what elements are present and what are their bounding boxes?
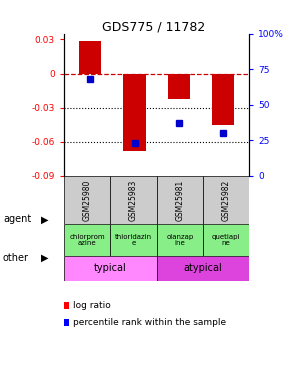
Text: other: other	[3, 253, 29, 262]
Text: log ratio: log ratio	[73, 301, 111, 310]
Text: GSM25980: GSM25980	[82, 180, 92, 221]
FancyBboxPatch shape	[64, 176, 110, 224]
FancyBboxPatch shape	[64, 224, 110, 256]
FancyBboxPatch shape	[64, 256, 157, 281]
Text: agent: agent	[3, 214, 31, 224]
Text: GSM25981: GSM25981	[175, 180, 184, 221]
Text: quetiapi
ne: quetiapi ne	[212, 234, 240, 246]
Text: typical: typical	[94, 264, 126, 273]
Text: GSM25982: GSM25982	[222, 180, 231, 221]
FancyBboxPatch shape	[110, 224, 157, 256]
Text: thioridazin
e: thioridazin e	[115, 234, 152, 246]
FancyBboxPatch shape	[203, 176, 249, 224]
Bar	[79, 40, 101, 74]
FancyBboxPatch shape	[203, 224, 249, 256]
Text: GDS775 / 11782: GDS775 / 11782	[102, 21, 205, 34]
FancyBboxPatch shape	[157, 256, 249, 281]
Bar	[124, 74, 146, 151]
FancyBboxPatch shape	[110, 176, 157, 224]
FancyBboxPatch shape	[157, 176, 203, 224]
Text: olanzap
ine: olanzap ine	[166, 234, 193, 246]
Text: ▶: ▶	[41, 253, 49, 262]
Text: chlorprom
azine: chlorprom azine	[69, 234, 105, 246]
Bar	[212, 74, 234, 125]
Text: atypical: atypical	[184, 264, 222, 273]
Text: GSM25983: GSM25983	[129, 180, 138, 221]
Bar	[168, 74, 190, 99]
Text: ▶: ▶	[41, 214, 49, 224]
Text: percentile rank within the sample: percentile rank within the sample	[73, 318, 226, 327]
FancyBboxPatch shape	[157, 224, 203, 256]
